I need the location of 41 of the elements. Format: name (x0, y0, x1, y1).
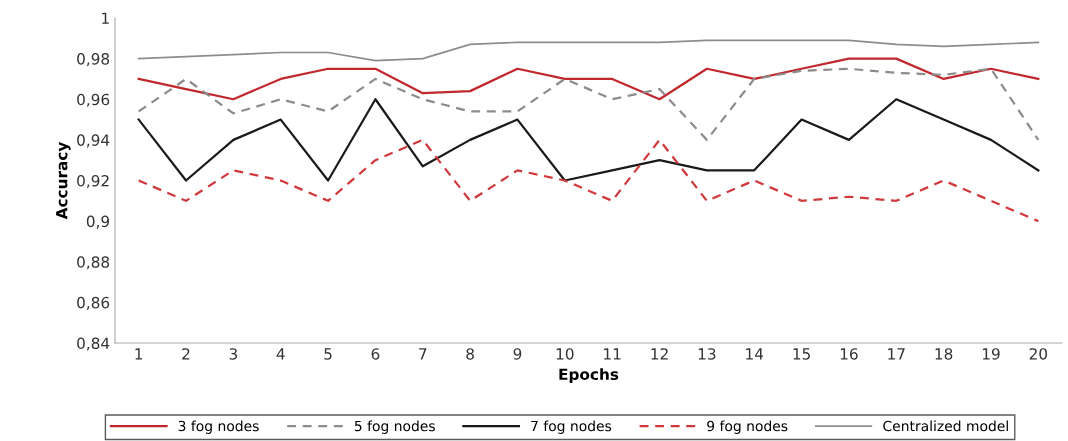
x-tick-label: 10 (556, 348, 574, 360)
x-tick-label: 14 (746, 348, 764, 360)
x-tick-label: 19 (982, 348, 1000, 360)
legend-label: 3 fog nodes (178, 420, 259, 434)
x-tick-label: 1 (135, 348, 143, 360)
x-tick-label: 15 (793, 348, 810, 360)
y-tick-label: 0,84 (77, 337, 110, 351)
x-tick-label: 2 (182, 348, 190, 360)
x-tick-label: 5 (324, 348, 332, 360)
x-tick-label: 6 (371, 348, 380, 360)
y-tick-label: 0,86 (77, 296, 110, 310)
legend-label: Centralized model (883, 420, 1008, 432)
y-axis-title: Accuracy (56, 141, 71, 220)
x-tick-label: 16 (840, 348, 858, 360)
y-tick-label: 1 (102, 12, 109, 24)
y-tick-label: 0,9 (86, 215, 110, 229)
line-series (137, 98, 1040, 182)
line-series (137, 138, 1040, 223)
x-tick-label: 17 (888, 348, 905, 360)
x-tick-label: 3 (229, 348, 238, 360)
x-tick-label: 4 (276, 348, 285, 360)
y-tick-label: 0,92 (77, 174, 109, 189)
x-axis-title: Epochs (559, 368, 619, 383)
x-tick-label: 18 (935, 348, 953, 360)
x-tick-label: 12 (651, 348, 668, 360)
x-tick-label: 13 (698, 348, 716, 360)
y-tick-label: 0,96 (77, 93, 110, 107)
legend-label: 5 fog nodes (354, 420, 435, 434)
line-series (137, 57, 1040, 101)
x-tick-label: 20 (1029, 348, 1048, 360)
x-tick-label: 7 (419, 348, 427, 360)
x-tick-label: 11 (604, 348, 621, 360)
y-tick-label: 0,94 (77, 134, 110, 148)
line-series (137, 67, 1040, 141)
y-tick-label: 0,98 (77, 53, 110, 67)
line-series (137, 39, 1040, 62)
x-tick-label: 8 (466, 348, 474, 360)
legend-label: 7 fog nodes (531, 420, 612, 434)
y-tick-label: 0,88 (77, 256, 110, 270)
legend-label: 9 fog nodes (707, 420, 788, 434)
x-tick-label: 9 (513, 348, 522, 360)
